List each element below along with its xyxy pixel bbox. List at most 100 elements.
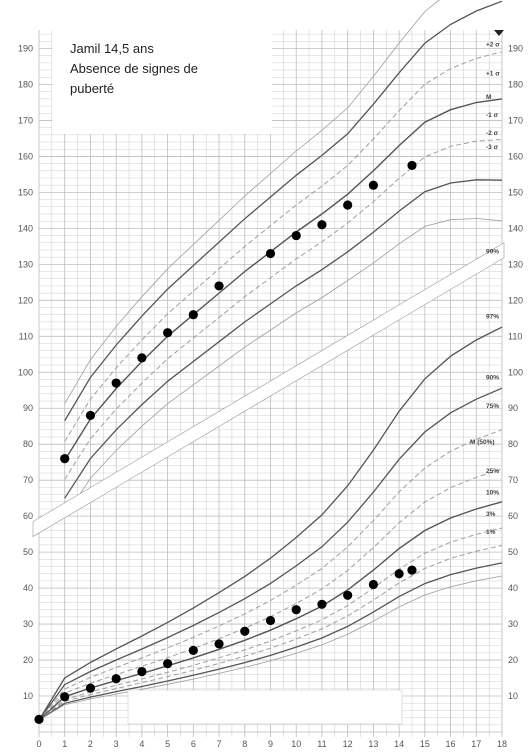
y-tick-label-right: 30 [508, 619, 518, 629]
y-tick-label-left: 130 [18, 259, 33, 269]
x-tick-label: 16 [446, 739, 456, 749]
x-tick-label: 18 [497, 739, 507, 749]
reference-curve [38, 527, 503, 721]
height-data-point [343, 200, 353, 210]
data-points [34, 160, 417, 725]
height-curve-label: -1 σ [486, 112, 499, 119]
y-tick-label-right: 60 [508, 511, 518, 521]
height-data-point [265, 248, 276, 259]
weight-curve-label: M (50%) [470, 439, 495, 446]
annotation-line-1: Jamil 14,5 ans [70, 41, 154, 56]
height-data-point [188, 310, 198, 320]
y-tick-label-left: 90 [23, 403, 33, 413]
reference-curve [38, 544, 503, 721]
weight-data-point [111, 674, 121, 684]
y-tick-label-right: 190 [508, 44, 523, 54]
weight-data-point [394, 569, 404, 579]
x-tick-label: 8 [242, 739, 247, 749]
x-tick-label: 14 [394, 739, 404, 749]
y-tick-label-right: 100 [508, 367, 523, 377]
y-tick-label-left: 100 [18, 367, 33, 377]
height-data-point [368, 180, 378, 190]
height-data-point [60, 454, 70, 464]
weight-data-point [188, 645, 198, 655]
x-tick-label: 10 [291, 739, 301, 749]
y-tick-label-left: 70 [23, 475, 33, 485]
reference-curve [64, 179, 503, 499]
diagonal-separator-band [32, 242, 505, 538]
reference-curve [38, 562, 503, 721]
y-tick-label-right: 10 [508, 691, 518, 701]
height-data-point [407, 160, 417, 171]
x-tick-label: 7 [217, 739, 222, 749]
y-tick-label-right: 90 [508, 403, 518, 413]
height-data-point [291, 230, 301, 241]
height-data-point [85, 410, 96, 421]
y-tick-label-left: 20 [23, 655, 33, 665]
weight-data-point [85, 683, 96, 693]
height-curve-label: M [486, 94, 491, 101]
x-tick-label: 5 [165, 739, 170, 749]
x-tick-label: 17 [471, 739, 481, 749]
weight-data-point [34, 714, 44, 725]
reference-curve [38, 387, 503, 721]
y-tick-label-left: 30 [23, 619, 33, 629]
y-tick-label-left: 170 [18, 115, 33, 125]
weight-data-point [407, 565, 417, 575]
y-tick-label-left: 120 [18, 295, 33, 305]
x-tick-label: 2 [88, 739, 93, 749]
y-tick-label-right: 20 [508, 655, 518, 665]
y-tick-label-left: 140 [18, 223, 33, 233]
height-curve-label: -3 σ [486, 144, 499, 151]
reference-curve [64, 139, 503, 480]
weight-data-point [368, 579, 378, 590]
separator-band [32, 242, 505, 538]
weight-curve-label: 99% [486, 249, 499, 256]
weight-data-point [214, 639, 224, 649]
weight-curve-label: 10% [486, 490, 499, 497]
y-tick-label-left: 80 [23, 439, 33, 449]
reference-curve [64, 0, 440, 404]
curve-labels: +2 σ +1 σ M -1 σ -2 σ -3 σ 99% 97% 90% 75% M (50%)… [470, 30, 504, 536]
y-tick-label-right: 50 [508, 547, 518, 557]
y-tick-label-left: 110 [19, 331, 33, 341]
x-tick-label: 1 [62, 739, 67, 749]
x-tick-label: 11 [317, 739, 326, 749]
weight-curve-label: 25% [486, 468, 499, 475]
y-tick-label-right: 110 [508, 331, 522, 341]
x-tick-label: 15 [420, 739, 430, 749]
height-curve-label: +1 σ [486, 70, 500, 77]
x-tick-label: 13 [368, 739, 378, 749]
top-right-marker [494, 30, 504, 36]
weight-data-point [291, 605, 301, 615]
weight-data-point [317, 599, 327, 609]
y-tick-label-right: 180 [508, 79, 523, 89]
height-curve-label: +2 σ [486, 42, 500, 49]
y-tick-label-left: 190 [18, 44, 33, 54]
weight-data-point [60, 692, 70, 702]
height-curve-label: -2 σ [486, 130, 499, 137]
weight-curve-label: 75% [486, 403, 499, 410]
weight-data-point [137, 666, 147, 677]
y-tick-label-left: 50 [23, 547, 33, 557]
reference-curve [64, 0, 503, 422]
y-tick-label-right: 70 [508, 475, 518, 485]
height-data-point [214, 281, 224, 291]
height-data-point [111, 378, 121, 388]
reference-curve [64, 51, 503, 442]
y-tick-label-left: 180 [18, 79, 33, 89]
annotation-line-2: Absence de signes de [70, 61, 198, 76]
height-data-point [317, 220, 327, 230]
reference-curves [38, 0, 503, 721]
y-tick-label-right: 40 [508, 583, 518, 593]
y-tick-label-right: 160 [508, 151, 523, 161]
reference-curve [64, 98, 503, 461]
reference-curve [38, 429, 503, 721]
y-tick-label-left: 60 [23, 511, 33, 521]
annotation-box [52, 30, 272, 134]
height-data-point [137, 353, 147, 363]
weight-data-point [240, 626, 250, 636]
weight-data-point [343, 590, 353, 600]
